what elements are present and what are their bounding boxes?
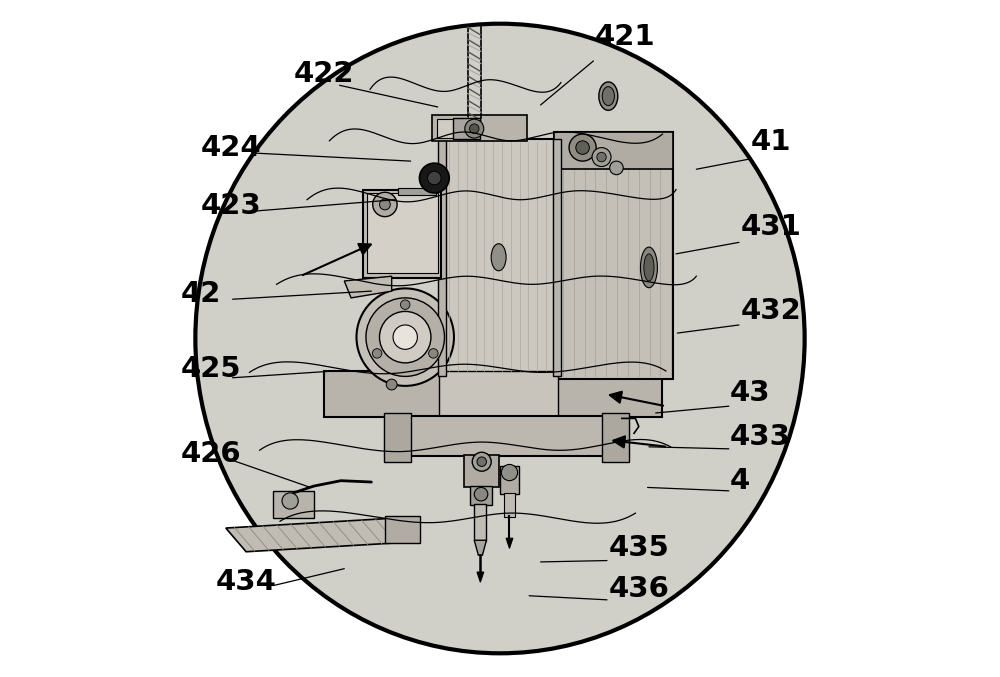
Text: 431: 431 xyxy=(740,213,801,241)
Polygon shape xyxy=(506,538,513,548)
Text: 43: 43 xyxy=(730,378,771,407)
Circle shape xyxy=(474,487,488,501)
Circle shape xyxy=(465,119,484,138)
Text: 426: 426 xyxy=(180,439,241,468)
Ellipse shape xyxy=(491,244,506,271)
Bar xyxy=(273,491,314,518)
Text: 423: 423 xyxy=(201,192,262,221)
Text: 424: 424 xyxy=(201,133,261,162)
Circle shape xyxy=(372,349,382,358)
Text: 421: 421 xyxy=(595,23,655,51)
Circle shape xyxy=(472,452,491,471)
Bar xyxy=(439,371,558,417)
Polygon shape xyxy=(474,540,486,555)
Circle shape xyxy=(356,288,454,386)
Circle shape xyxy=(569,134,596,161)
Ellipse shape xyxy=(602,87,614,106)
Text: 41: 41 xyxy=(750,128,791,156)
Ellipse shape xyxy=(599,82,618,110)
Polygon shape xyxy=(477,572,484,582)
Circle shape xyxy=(429,349,438,358)
Bar xyxy=(432,115,527,141)
Circle shape xyxy=(428,171,441,185)
Text: 422: 422 xyxy=(294,60,354,89)
Text: 435: 435 xyxy=(608,534,669,563)
Circle shape xyxy=(386,379,397,390)
Bar xyxy=(504,493,515,517)
Bar xyxy=(470,486,492,505)
Circle shape xyxy=(501,464,518,481)
Ellipse shape xyxy=(644,254,654,281)
Bar xyxy=(324,371,662,417)
Bar xyxy=(363,190,441,278)
Text: 432: 432 xyxy=(740,297,801,326)
Bar xyxy=(385,516,420,543)
Text: 42: 42 xyxy=(180,280,221,309)
Bar xyxy=(464,455,499,487)
Text: 433: 433 xyxy=(730,422,791,451)
Circle shape xyxy=(610,161,623,175)
Bar xyxy=(385,416,629,456)
Circle shape xyxy=(379,199,390,210)
Circle shape xyxy=(400,300,410,309)
Bar xyxy=(602,413,629,462)
Circle shape xyxy=(419,163,449,193)
Bar xyxy=(453,118,480,139)
Bar xyxy=(474,504,486,541)
Circle shape xyxy=(366,298,444,376)
Circle shape xyxy=(597,152,606,162)
Bar xyxy=(500,466,519,494)
Bar xyxy=(438,139,446,376)
Text: 425: 425 xyxy=(180,355,241,383)
Text: 434: 434 xyxy=(216,568,277,596)
Ellipse shape xyxy=(640,247,657,288)
Bar xyxy=(437,119,475,138)
Ellipse shape xyxy=(195,24,805,653)
Circle shape xyxy=(379,311,431,363)
Circle shape xyxy=(470,124,479,133)
Bar xyxy=(398,188,436,195)
Circle shape xyxy=(393,325,417,349)
Bar xyxy=(554,132,673,169)
Text: 4: 4 xyxy=(730,466,750,495)
Bar xyxy=(553,139,561,376)
Text: 436: 436 xyxy=(608,575,669,603)
Polygon shape xyxy=(226,518,419,552)
Polygon shape xyxy=(344,276,392,298)
Circle shape xyxy=(576,141,589,154)
Bar xyxy=(367,193,438,273)
Circle shape xyxy=(373,192,397,217)
Bar xyxy=(442,139,554,376)
Bar xyxy=(384,413,411,462)
Circle shape xyxy=(282,493,298,509)
Bar xyxy=(554,132,673,379)
Circle shape xyxy=(592,148,611,167)
Circle shape xyxy=(477,457,486,466)
